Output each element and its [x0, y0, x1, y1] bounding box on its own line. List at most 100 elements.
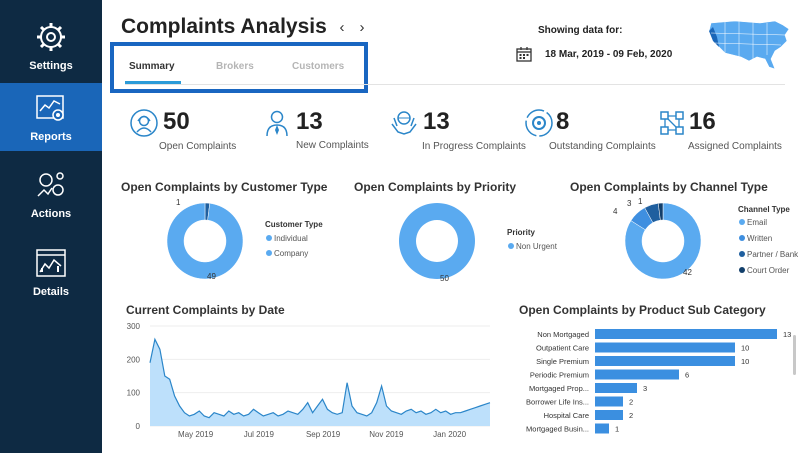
date-range[interactable]: 18 Mar, 2019 - 09 Feb, 2020 [545, 49, 673, 60]
area-series[interactable] [150, 339, 490, 426]
sidebar-item-settings[interactable]: Settings [0, 12, 102, 82]
legend-item-court-order[interactable]: Court Order [739, 266, 789, 275]
kpi-new-label: New Complaints [296, 140, 369, 151]
scrollbar[interactable] [793, 335, 796, 375]
legend-label: Email [747, 218, 768, 227]
data-label-partner-bank: 3 [627, 199, 632, 208]
x-tick-label: Jan 2020 [433, 430, 466, 439]
bar-category-label: Hospital Care [544, 411, 589, 420]
bar[interactable] [595, 369, 679, 380]
x-tick-label: Nov 2019 [369, 430, 404, 439]
legend-item-company[interactable]: Company [266, 249, 308, 258]
donut-chart-priority [398, 203, 475, 279]
kpi-inprogress-value: 13 [423, 108, 450, 135]
donut-slice-email[interactable] [624, 202, 702, 280]
details-chart-icon [36, 249, 66, 277]
donut-slice-court-order[interactable] [657, 202, 664, 221]
bar[interactable] [595, 423, 609, 434]
donut-slice-company[interactable] [166, 202, 244, 280]
sidebar: Settings Reports Actions Details [0, 0, 102, 453]
chart-title-customer-type: Open Complaints by Customer Type [121, 180, 328, 194]
data-label-court-order: 1 [638, 197, 643, 206]
donut-chart-customer-type [166, 202, 244, 280]
report-chart-icon [36, 95, 64, 121]
next-arrow-icon[interactable]: › [359, 19, 365, 36]
legend-dot [739, 267, 745, 273]
tab-brokers[interactable]: Brokers [216, 61, 254, 72]
data-label-email: 42 [683, 268, 692, 277]
kpi-assigned-label: Assigned Complaints [688, 141, 782, 152]
legend-dot [739, 219, 745, 225]
bar-value-label: 1 [615, 425, 619, 434]
bar-category-label: Single Premium [536, 357, 589, 366]
sidebar-item-details[interactable]: Details [0, 238, 102, 308]
data-label-written: 4 [613, 207, 618, 216]
kpi-inprogress-label: In Progress Complaints [422, 141, 526, 152]
legend-title-channel-type: Channel Type [738, 205, 790, 214]
legend-dot [266, 235, 272, 241]
sidebar-item-label: Reports [30, 131, 72, 143]
y-tick-label: 100 [127, 389, 141, 398]
legend-item-non-urgent[interactable]: Non Urgent [508, 242, 557, 251]
legend-item-individual[interactable]: Individual [266, 234, 308, 243]
tab-customers[interactable]: Customers [292, 61, 345, 72]
x-tick-label: Sep 2019 [306, 430, 341, 439]
legend-item-email[interactable]: Email [739, 218, 767, 227]
legend-item-written[interactable]: Written [739, 234, 772, 243]
x-tick-label: May 2019 [178, 430, 214, 439]
bar-value-label: 2 [629, 411, 633, 420]
legend-label: Non Urgent [516, 242, 557, 251]
bar-category-label: Mortgaged Busin... [526, 425, 589, 434]
bar[interactable] [595, 396, 623, 407]
network-icon [660, 111, 684, 135]
hands-globe-icon [391, 111, 417, 135]
bar-value-label: 10 [741, 344, 749, 353]
bar[interactable] [595, 329, 777, 339]
tab-summary[interactable]: Summary [129, 61, 175, 72]
showing-data-label: Showing data for: [538, 25, 623, 36]
bar[interactable] [595, 410, 623, 420]
legend-dot [739, 235, 745, 241]
legend-title-customer-type: Customer Type [265, 220, 323, 229]
chart-title-product-sub-category: Open Complaints by Product Sub Category [519, 303, 766, 317]
kpi-assigned-value: 16 [689, 108, 716, 135]
active-tab-indicator [125, 81, 181, 84]
legend-title-priority: Priority [507, 228, 536, 237]
data-label-non-urgent: 50 [440, 274, 449, 283]
bar[interactable] [595, 383, 637, 393]
kpi-new-value: 13 [296, 108, 323, 135]
sidebar-item-label: Actions [30, 208, 72, 220]
bar-value-label: 2 [629, 398, 633, 407]
bar-value-label: 6 [685, 371, 689, 380]
legend-label: Court Order [747, 266, 790, 275]
kpi-outstanding-value: 8 [556, 108, 570, 135]
data-label-company: 49 [207, 272, 216, 281]
bar-category-label: Periodic Premium [530, 371, 589, 380]
sidebar-item-label: Settings [29, 60, 73, 72]
kpi-outstanding-label: Outstanding Complaints [549, 141, 656, 152]
legend-item-partner-bank[interactable]: Partner / Bank [739, 250, 798, 259]
us-map-icon[interactable] [705, 15, 793, 73]
bar[interactable] [595, 342, 735, 353]
agent-icon [266, 110, 288, 137]
x-tick-label: Jul 2019 [244, 430, 275, 439]
bar-category-label: Outpatient Care [536, 344, 589, 353]
calendar-icon[interactable] [516, 46, 532, 62]
gear-cycle-icon [525, 109, 553, 137]
sidebar-item-reports[interactable]: Reports [0, 83, 102, 151]
legend-dot [266, 250, 272, 256]
tab-highlight-box [110, 42, 368, 93]
header-divider [125, 84, 785, 85]
donut-slice-non-urgent[interactable] [398, 203, 475, 279]
bar-category-label: Borrower Life Ins... [526, 398, 589, 407]
prev-arrow-icon[interactable]: ‹ [339, 19, 345, 36]
legend-label: Written [747, 234, 773, 243]
area-series-line[interactable] [149, 337, 491, 419]
sidebar-item-actions[interactable]: Actions [0, 160, 102, 230]
legend-dot [508, 243, 514, 249]
bar-value-label: 10 [741, 357, 749, 366]
page-title: Complaints Analysis [121, 15, 327, 38]
sidebar-item-label: Details [32, 286, 70, 298]
bar[interactable] [595, 356, 735, 366]
